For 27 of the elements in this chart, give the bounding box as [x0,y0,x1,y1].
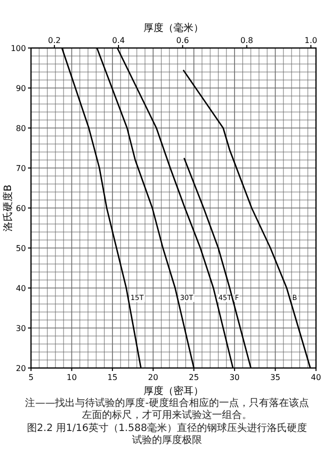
y-tick-label: 40 [16,284,26,293]
x-tick-label: 40 [310,373,322,382]
y-tick-label: 80 [16,124,26,133]
y-tick-label: 60 [16,204,26,213]
x-tick-label: 15 [107,373,118,382]
x-axis-title: 厚度（密耳） [144,385,204,397]
y-tick-label: 20 [16,364,26,373]
x-tick-label: 10 [66,373,77,382]
y-axis-title: 洛氏硬度B [2,184,14,232]
y-tick-label: 100 [10,44,26,53]
x-tick-label: 20 [148,373,158,382]
caption: 图2.2 用1/16英寸（1.588毫米）直径的钢球压头进行洛氏硬度试验的厚度极限 [26,423,308,447]
x-tick-label: 30 [229,373,240,382]
x2-tick-label: 0.6 [176,36,190,45]
y-tick-label: 90 [16,84,26,93]
y-tick-label: 70 [16,164,26,173]
x2-tick-label: 0.2 [48,36,61,45]
x2-tick-label: 0.8 [240,36,254,45]
text: 注——找出与待试验的厚度-硬度组合相应的一点，只有落在该点左面的标尺，才可用来试验这一组合。 [24,398,310,422]
x2-axis-title: 厚度（毫米） [144,22,204,34]
x-tick-label: 35 [270,373,280,382]
y-tick-label: 50 [16,244,26,253]
x-tick-label: 5 [28,373,34,382]
x-tick-label: 25 [188,373,199,382]
x2-tick-label: 1.0 [304,36,318,45]
x2-tick-label: 0.4 [112,36,125,45]
y-tick-label: 30 [16,324,26,333]
